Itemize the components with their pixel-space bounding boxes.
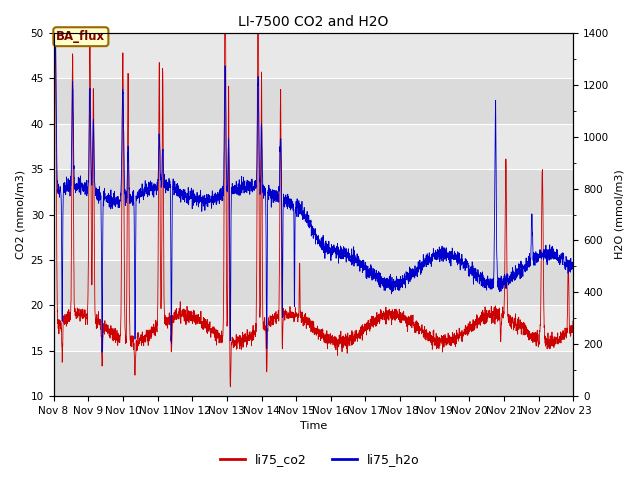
Title: LI-7500 CO2 and H2O: LI-7500 CO2 and H2O xyxy=(238,15,388,29)
Bar xyxy=(54,351,573,396)
Bar xyxy=(54,78,573,124)
Legend: li75_co2, li75_h2o: li75_co2, li75_h2o xyxy=(215,448,425,471)
Y-axis label: H2O (mmol/m3): H2O (mmol/m3) xyxy=(615,169,625,259)
X-axis label: Time: Time xyxy=(300,421,327,432)
Text: BA_flux: BA_flux xyxy=(56,30,106,43)
Bar xyxy=(54,260,573,305)
Y-axis label: CO2 (mmol/m3): CO2 (mmol/m3) xyxy=(15,170,25,259)
Bar xyxy=(54,169,573,215)
